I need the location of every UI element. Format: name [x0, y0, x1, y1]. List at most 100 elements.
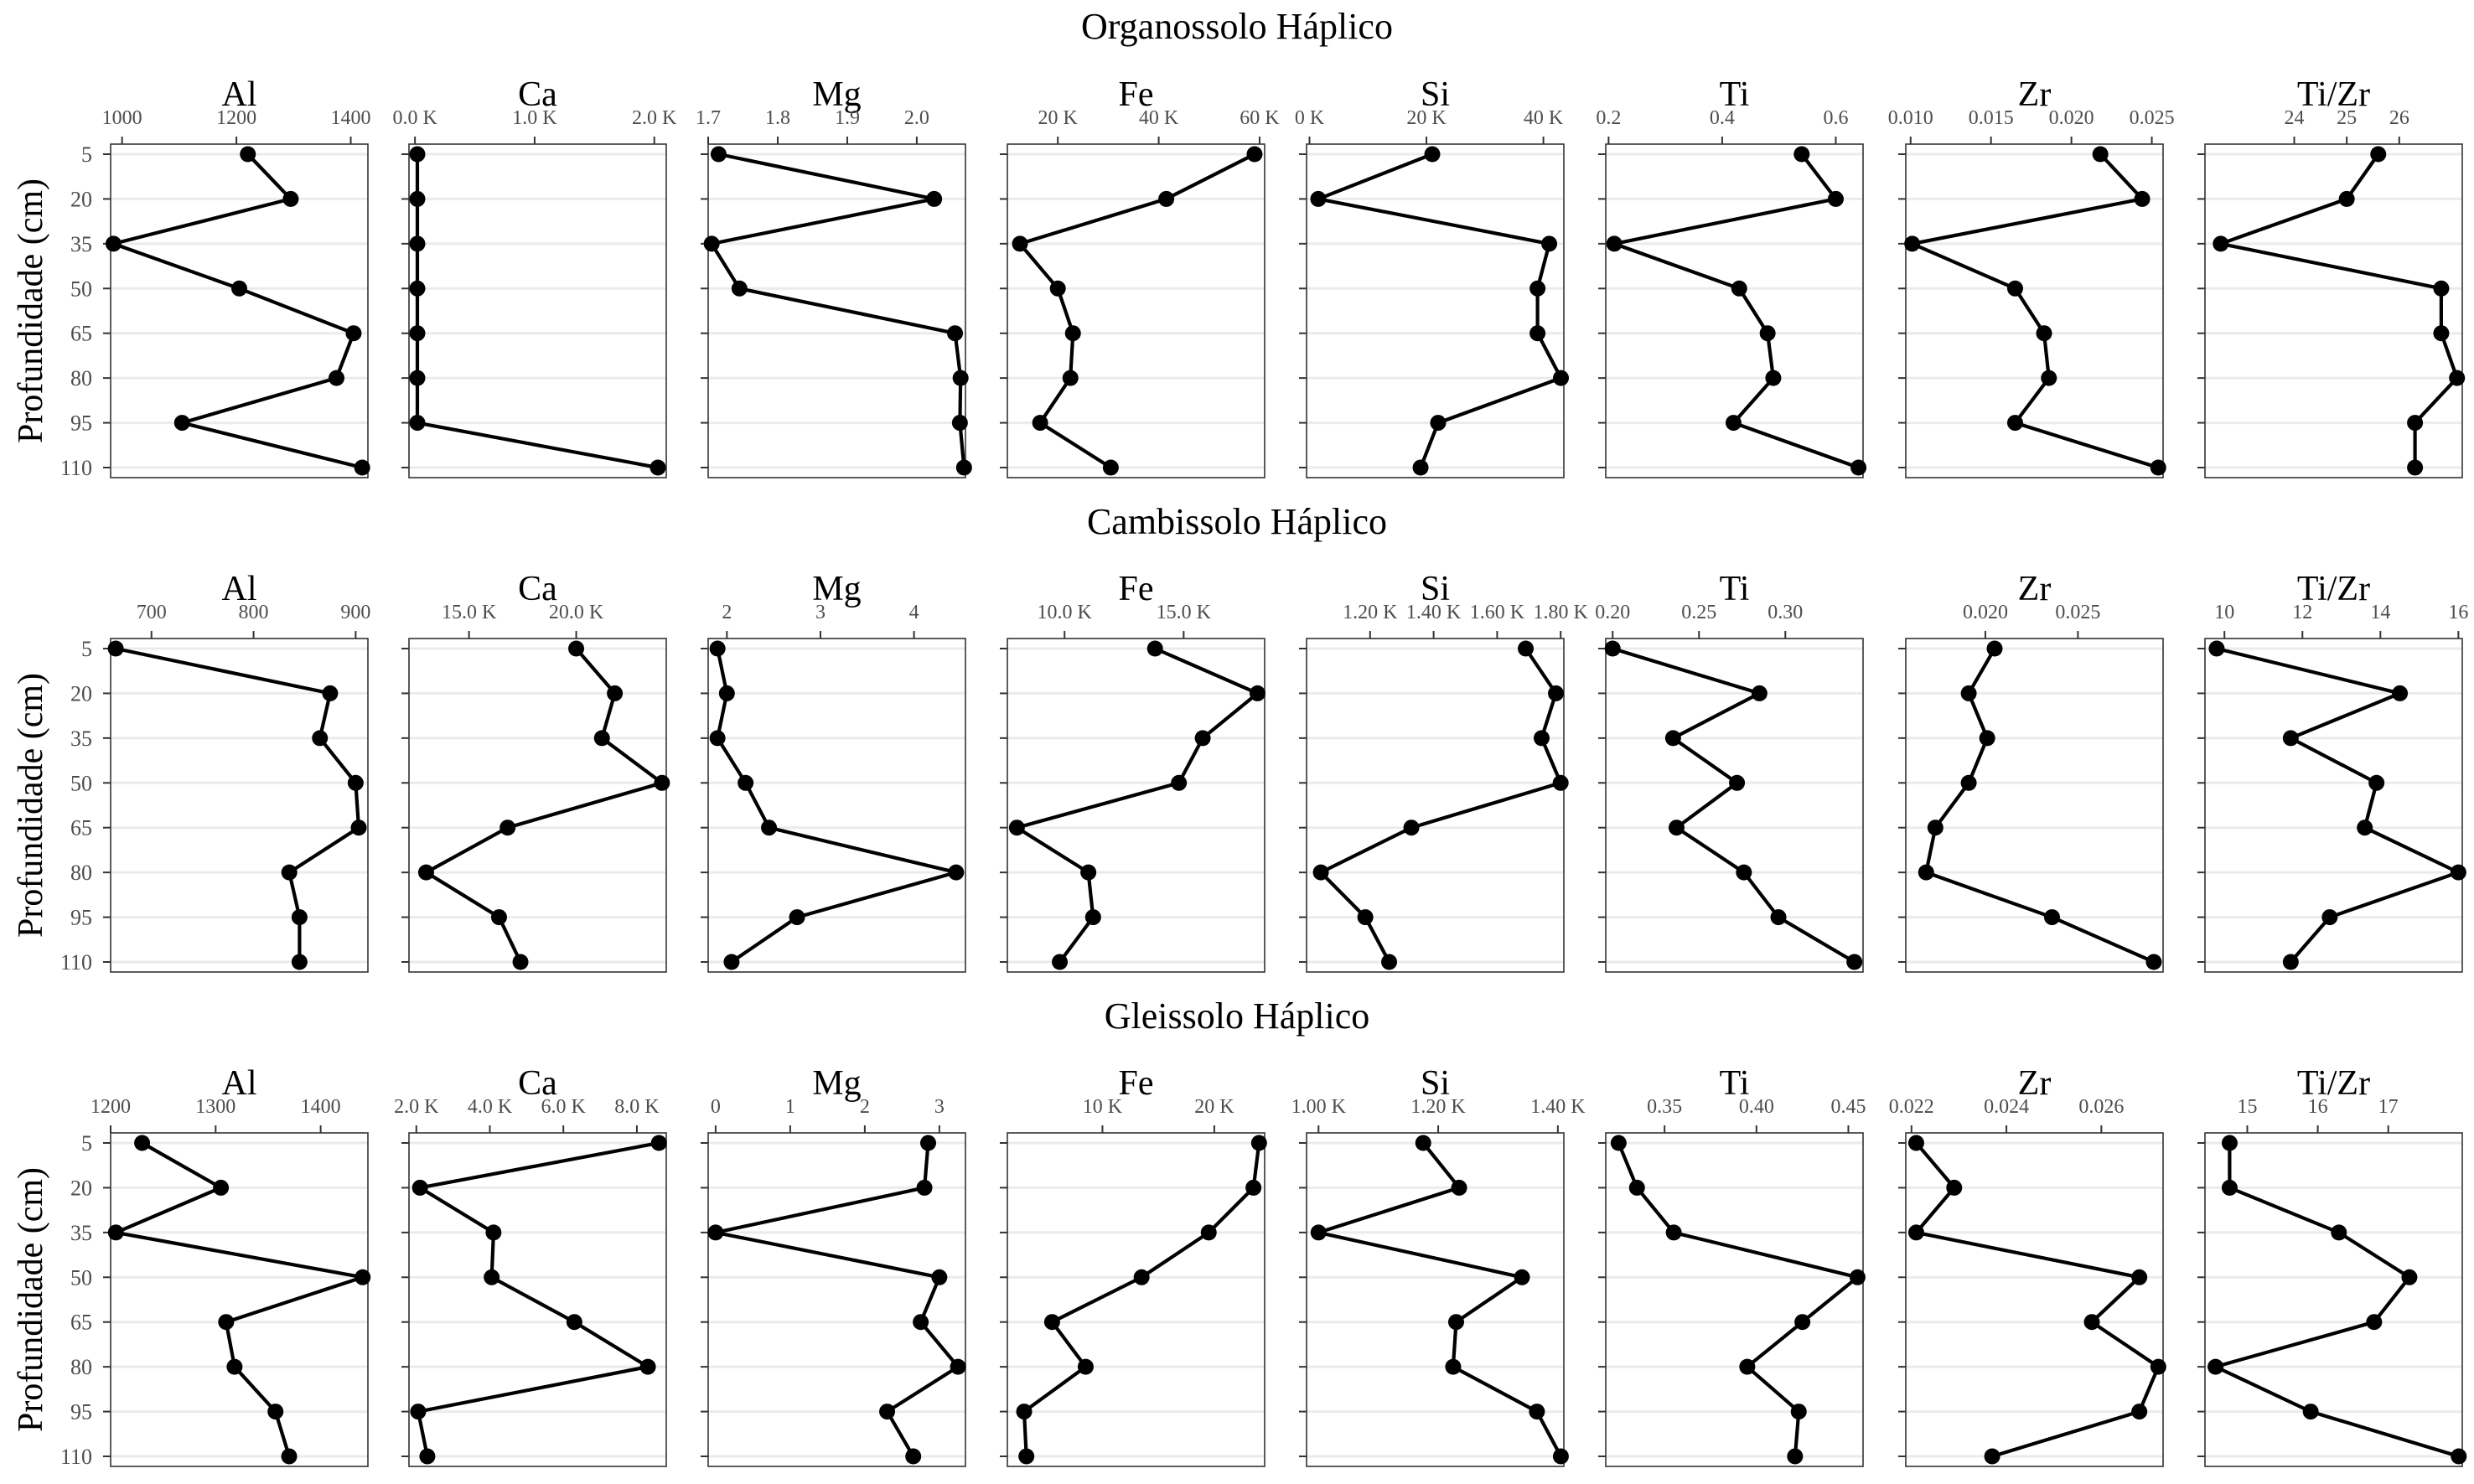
data-point [2407, 459, 2424, 476]
y-tick-label: 35 [70, 1221, 92, 1245]
panel-frame [2204, 143, 2463, 478]
x-tick-label: 3 [934, 1096, 945, 1118]
data-point [1794, 1314, 1811, 1331]
data-point [2043, 909, 2060, 926]
data-point [354, 459, 370, 476]
y-tick-label: 110 [60, 456, 92, 480]
data-point [312, 730, 329, 747]
panel-zr: Zr 0.010 0.015 0.020 0.025 [1888, 75, 2175, 478]
panel-title: Fe [1119, 75, 1154, 114]
series-line [1017, 153, 1255, 469]
x-tick-label: 0.025 [2055, 602, 2100, 623]
data-point [707, 1224, 724, 1241]
data-point [409, 325, 426, 342]
data-point [291, 954, 308, 970]
x-tick-label: 26 [2389, 107, 2409, 129]
data-point [1246, 146, 1263, 163]
data-point [410, 1404, 427, 1420]
data-point [1606, 235, 1623, 252]
data-point [1310, 1224, 1327, 1241]
panel-title: Fe [1119, 570, 1154, 608]
row-title: Organossolo Háplico [1081, 6, 1393, 47]
x-tick-label: 0.024 [1984, 1096, 2029, 1118]
x-tick-label: 15.0 K [442, 602, 497, 623]
series-line [1612, 153, 1860, 469]
data-point [107, 640, 124, 657]
data-point [879, 1404, 896, 1420]
panel-title: Al [222, 1064, 257, 1103]
data-point [1146, 640, 1163, 657]
data-point [2083, 1314, 2100, 1331]
y-axis-title: Profundidade (cm) [12, 673, 50, 938]
data-point [355, 1269, 371, 1285]
x-tick-label: 1.20 K [1343, 602, 1398, 623]
x-tick-label: 10 K [1083, 1096, 1123, 1118]
data-point [350, 820, 367, 836]
panel-title: Ti/Zr [2297, 75, 2370, 114]
data-point [1759, 325, 1776, 342]
data-point [1787, 1448, 1804, 1465]
data-point [710, 146, 727, 163]
data-point [650, 1135, 667, 1151]
data-point [1064, 325, 1081, 342]
panel-title: Ti [1720, 1064, 1750, 1103]
data-point [1979, 730, 1995, 747]
data-point [1665, 1224, 1682, 1241]
data-point [419, 1448, 436, 1465]
data-point [347, 774, 364, 791]
x-tick-label: 1200 [216, 107, 256, 129]
data-point [2368, 774, 2385, 791]
data-point [282, 190, 299, 207]
data-point [1552, 774, 1569, 791]
data-point [2221, 1179, 2238, 1196]
panel-ti: Ti 0.35 0.40 0.45 [1598, 1064, 1866, 1467]
data-point [1250, 1135, 1267, 1151]
panel-frame [1905, 638, 2164, 973]
data-point [1790, 1404, 1807, 1420]
data-point [1077, 1358, 1094, 1375]
x-tick-label: 0.022 [1889, 1096, 1934, 1118]
panel-ti-zr: Ti/Zr 15 16 17 [2197, 1064, 2467, 1467]
data-point [920, 1135, 937, 1151]
panel-title: Ti [1720, 75, 1750, 114]
x-tick-label: 1000 [102, 107, 142, 129]
data-point [2092, 146, 2109, 163]
data-point [2134, 190, 2151, 207]
data-point [718, 685, 735, 701]
data-point [593, 730, 610, 747]
panel-ca: Ca 2.0 K 4.0 K 6.0 K 8.0 K [394, 1064, 667, 1467]
data-point [703, 235, 720, 252]
x-tick-label: 12 [2292, 602, 2312, 623]
y-tick-label: 110 [60, 1445, 92, 1469]
data-point [1518, 640, 1535, 657]
data-point [1984, 1448, 2000, 1465]
x-tick-label: 0.2 [1596, 107, 1621, 129]
data-point [411, 1179, 428, 1196]
row-title: Cambissolo Háplico [1087, 501, 1387, 542]
data-point [1424, 146, 1441, 163]
data-point [1846, 954, 1863, 970]
x-tick-label: 0.45 [1830, 1096, 1866, 1118]
panel-al: Al 1000 1200 1400 [102, 75, 371, 478]
data-point [173, 415, 190, 432]
panel-frame [1007, 638, 1265, 973]
panel-title: Si [1421, 1064, 1450, 1103]
data-point [2221, 1135, 2238, 1151]
y-tick-label: 20 [70, 681, 92, 706]
data-point [107, 1224, 124, 1241]
series-line [1316, 153, 1563, 468]
series-line [2213, 1143, 2460, 1459]
data-point [951, 415, 968, 432]
data-point [1171, 774, 1188, 791]
x-tick-label: 2.0 [904, 107, 929, 129]
data-point [2131, 1404, 2148, 1420]
panel-ti: Ti 0.20 0.25 0.30 [1595, 570, 1864, 973]
data-point [1194, 730, 1211, 747]
y-tick-label: 95 [70, 1400, 92, 1425]
data-point [1553, 370, 1570, 386]
data-point [789, 909, 805, 926]
data-point [1725, 415, 1742, 432]
data-point [512, 954, 529, 970]
x-tick-label: 4.0 K [468, 1096, 513, 1118]
